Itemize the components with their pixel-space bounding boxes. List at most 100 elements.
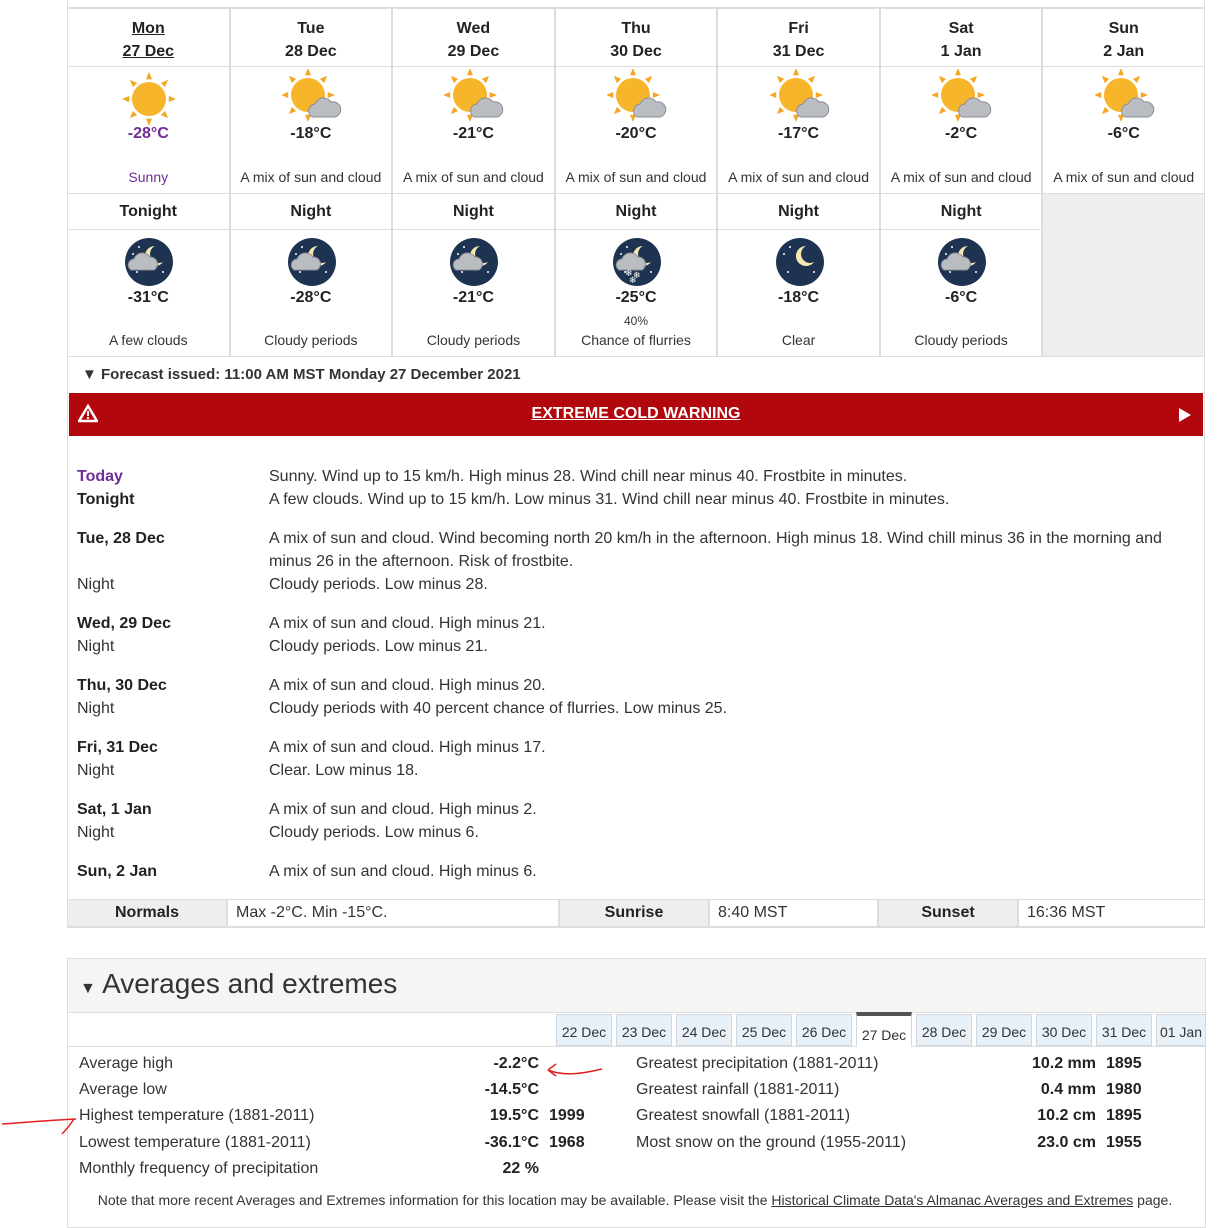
date-tab[interactable]: 26 Dec [796,1014,852,1046]
note-link[interactable]: Historical Climate Data's Almanac Averag… [771,1192,1134,1208]
warning-text[interactable]: EXTREME COLD WARNING [531,405,741,422]
sun [132,82,167,116]
sun-ray [146,118,153,126]
day-header: Wed 29 Dec [392,8,555,67]
night-condition: Chance of flurries [581,332,691,348]
detail-day-text: A mix of sun and cloud. High minus 6. [269,863,537,880]
sun-ray [606,92,614,98]
weather-icon [450,238,499,286]
night-temp: -18°C [778,289,820,306]
sun-ray [1117,114,1124,122]
day-temp: -18°C [290,125,332,142]
avg-year: 1955 [1106,1133,1142,1151]
date-tab[interactable]: 23 Dec [616,1014,672,1046]
night-pop: 40% [623,314,648,328]
sun-ray [792,114,799,122]
sun-ray [288,106,296,115]
avg-value: 22 % [502,1159,539,1177]
sun-ray [644,75,653,84]
sun-ray [130,110,138,119]
star [162,271,165,273]
averages-title: Averages and extremes [102,968,398,999]
date-tab[interactable]: 22 Dec [556,1014,612,1046]
snowflake: ❄ [633,270,641,280]
night-condition: Cloudy periods [914,332,1008,348]
day-header: Sat 1 Jan [879,8,1043,67]
date-tab[interactable]: 01 Jan [1156,1014,1206,1046]
sun-ray [776,75,784,84]
avg-year: 1895 [1106,1107,1142,1125]
sun-ray [482,75,490,84]
weather-icon [444,69,504,122]
avg-value: 0.4 mm [1040,1081,1096,1099]
warning-arrow [1179,408,1191,422]
night-temp: -25°C [615,289,657,306]
day-temp: -17°C [778,125,820,142]
day-condition: A mix of sun and cloud [890,169,1032,185]
detail-night: Night [77,700,115,717]
star [138,246,141,248]
day-date: 29 Dec [447,43,500,60]
date-tab[interactable]: 25 Dec [736,1014,792,1046]
avg-year: 1895 [1106,1055,1142,1072]
night-cell: ❄ ❄ ❄ -25°C 40% Chance of flurries [554,229,718,357]
day-name: Sat [948,20,974,37]
star [623,271,626,273]
star [619,253,622,255]
avg-year: 1968 [549,1133,585,1151]
sun-ray [1101,106,1109,115]
avg-label: Lowest temperature (1881-2011) [79,1133,311,1151]
night-temp: -21°C [452,289,494,306]
day-header: Sun 2 Jan [1042,8,1205,67]
note-text: page. [1133,1192,1173,1208]
cloud [290,252,321,271]
date-tab[interactable]: 29 Dec [976,1014,1032,1046]
date-tab[interactable]: 28 Dec [916,1014,972,1046]
day-header: Mon 27 Dec [67,8,230,67]
forecast-issued[interactable]: ▼ Forecast issued: 11:00 AM MST Monday 2… [82,366,521,383]
detail-day: Sat, 1 Jan [77,801,152,818]
normals-value: Max -2°C. Min -15°C. [227,899,559,927]
sun-ray [490,92,498,98]
detail-night-text: Cloudy periods. Low minus 21. [269,638,488,655]
detail-day: Tue, 28 Dec [77,530,165,547]
day-cell: -6°C A mix of sun and cloud [1042,66,1205,194]
sun-ray [1140,92,1148,98]
cloud [307,97,342,118]
date-tab[interactable]: 31 Dec [1096,1014,1152,1046]
night-temp: -6°C [945,289,978,306]
star [649,271,652,273]
star [298,271,301,273]
cloud [453,252,484,271]
warning-bar[interactable]: EXTREME COLD WARNING [69,393,1203,436]
sun-ray [327,92,335,98]
date-tab[interactable]: 30 Dec [1036,1014,1092,1046]
normals-label: Sunset [878,899,1018,927]
cloud [128,252,159,271]
detail-night: Night [77,824,115,841]
night-header: Night [717,193,880,230]
weather-icon [606,69,667,122]
sun-ray [977,92,986,98]
star [463,246,466,248]
night-temp: -28°C [290,289,332,306]
moon [795,246,814,266]
date-tab[interactable]: 27 Dec [856,1012,912,1047]
day-header: Fri 31 Dec [717,8,880,67]
night-cell: -28°C Cloudy periods [229,229,393,357]
night-cell: -21°C Cloudy periods [392,229,555,357]
detail-day[interactable]: Today [77,468,123,485]
sun-ray [319,75,327,84]
sun-ray [776,106,784,115]
night-header: Night [229,193,393,230]
averages-heading[interactable]: ▼ Averages and extremes [80,968,398,999]
normals-value: 16:36 MST [1018,899,1205,927]
date-tab[interactable]: 24 Dec [676,1014,732,1046]
note-text: Note that more recent Averages and Extre… [97,1192,772,1208]
day-cell: -18°C A mix of sun and cloud [229,66,393,194]
weather-icon [769,69,829,122]
sun-ray [969,75,978,84]
sun-ray [613,75,622,84]
avg-label: Monthly frequency of precipitation [79,1159,319,1177]
night-condition: Cloudy periods [426,332,521,348]
